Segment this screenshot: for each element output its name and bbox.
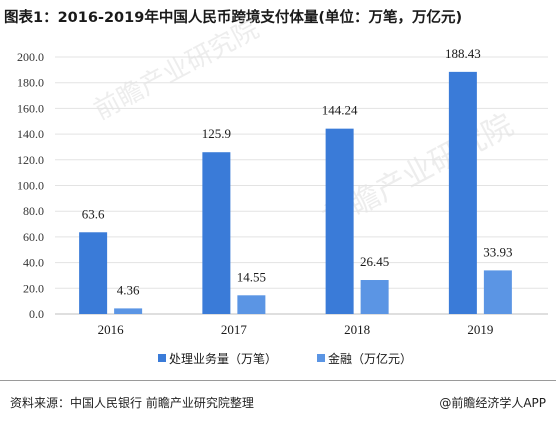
y-tick-label: 20.0 xyxy=(23,281,44,295)
y-tick-label: 120.0 xyxy=(17,153,44,167)
credit-label: @前瞻经济学人APP xyxy=(439,396,546,410)
y-tick-label: 80.0 xyxy=(23,204,44,218)
data-label: 125.9 xyxy=(202,126,231,141)
x-tick-label: 2016 xyxy=(98,322,125,337)
y-tick-label: 200.0 xyxy=(17,50,44,64)
bar-amount xyxy=(114,308,143,314)
y-axis: 0.0 20.0 40.0 60.0 80.0 100.0 120.0 140.0 160.0 1… xyxy=(17,50,44,321)
bar-amount xyxy=(237,295,266,314)
y-tick-label: 0.0 xyxy=(29,307,44,321)
chart-title: 图表1：2016-2019年中国人民币跨境支付体量(单位：万笔，万亿元) xyxy=(4,10,463,26)
y-tick-label: 100.0 xyxy=(17,179,44,193)
y-tick-label: 140.0 xyxy=(17,127,44,141)
bar-volume xyxy=(448,71,477,314)
x-tick-label: 2019 xyxy=(467,322,493,337)
data-label: 4.36 xyxy=(117,282,140,297)
y-tick-label: 60.0 xyxy=(23,230,44,244)
data-label: 14.55 xyxy=(237,269,266,284)
data-label: 188.43 xyxy=(445,46,481,61)
y-tick-label: 40.0 xyxy=(23,256,44,270)
bar-amount xyxy=(360,280,389,314)
y-tick-label: 160.0 xyxy=(17,101,44,115)
data-label: 33.93 xyxy=(483,244,512,259)
y-tick-label: 180.0 xyxy=(17,76,44,90)
data-label: 144.24 xyxy=(322,103,358,118)
legend-label: 处理业务量（万笔） xyxy=(169,351,277,366)
legend-label: 金融（万亿元） xyxy=(328,351,412,366)
bar-chart: 0.0 20.0 40.0 60.0 80.0 100.0 120.0 140.0 160.0 1… xyxy=(17,46,548,366)
legend-swatch xyxy=(317,354,325,362)
bar-volume xyxy=(325,128,354,314)
data-label: 63.6 xyxy=(82,206,105,221)
bar-volume xyxy=(79,232,108,314)
bar-amount xyxy=(483,270,512,314)
data-labels: 63.6 4.36 125.9 14.55 144.24 26.45 188.43 33.93 xyxy=(82,46,513,298)
footer-divider xyxy=(0,380,556,381)
x-tick-label: 2018 xyxy=(344,322,370,337)
legend-swatch xyxy=(158,354,166,362)
legend: 处理业务量（万笔） 金融（万亿元） xyxy=(158,351,412,366)
x-tick-label: 2017 xyxy=(221,322,248,337)
source-note: 资料来源：中国人民银行 前瞻产业研究院整理 xyxy=(10,396,254,410)
data-label: 26.45 xyxy=(360,254,389,269)
x-axis: 2016 2017 2018 2019 xyxy=(98,322,494,337)
bar-volume xyxy=(202,152,231,314)
bars xyxy=(79,71,512,314)
